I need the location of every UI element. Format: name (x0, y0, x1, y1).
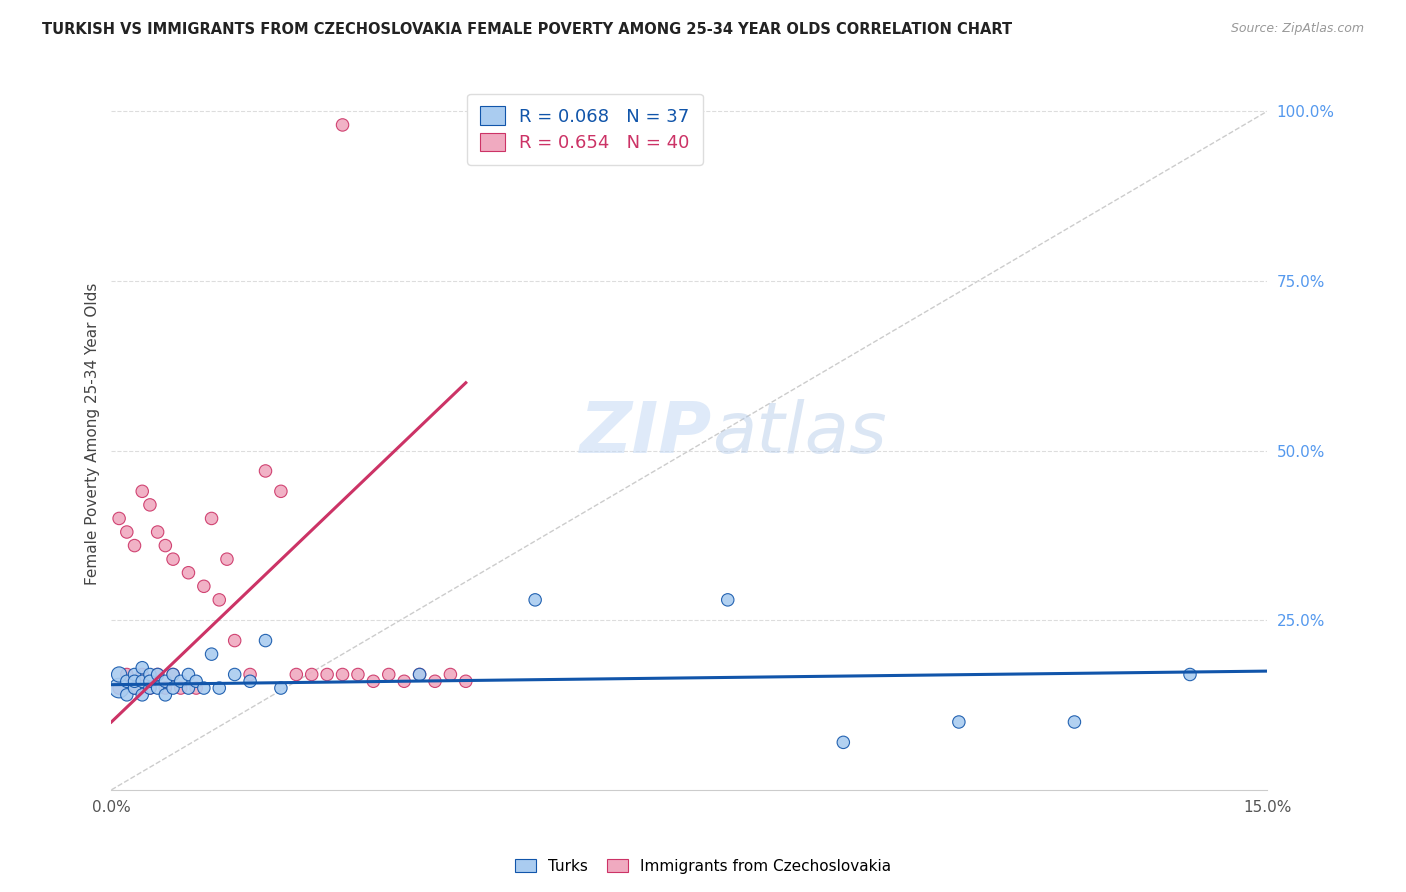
Point (423, 674, 446, 689)
Text: ZIP: ZIP (581, 399, 713, 468)
Point (208, 681, 231, 695)
Point (832, 735, 855, 749)
Point (524, 592, 547, 607)
Point (139, 674, 162, 689)
Point (439, 667, 461, 681)
Point (146, 667, 169, 681)
Point (239, 667, 262, 681)
Point (186, 681, 208, 695)
Point (254, 633, 277, 648)
Point (193, 681, 215, 695)
Point (285, 667, 308, 681)
Point (162, 681, 184, 695)
Point (347, 667, 370, 681)
Point (131, 688, 153, 702)
Point (177, 681, 200, 695)
Point (332, 667, 354, 681)
Point (162, 667, 184, 681)
Point (108, 667, 131, 681)
Point (115, 524, 138, 539)
Point (108, 511, 131, 525)
Point (139, 681, 162, 695)
Point (155, 674, 177, 689)
Point (155, 681, 177, 695)
Point (124, 674, 146, 689)
Point (215, 552, 238, 566)
Point (200, 647, 222, 661)
Point (948, 714, 970, 729)
Point (139, 498, 162, 512)
Legend: Turks, Immigrants from Czechoslovakia: Turks, Immigrants from Czechoslovakia (509, 853, 897, 880)
Point (131, 484, 153, 499)
Point (408, 667, 430, 681)
Point (146, 667, 169, 681)
Point (124, 539, 146, 553)
Point (131, 667, 153, 681)
Point (332, 118, 354, 132)
Point (146, 524, 169, 539)
Point (193, 579, 215, 593)
Point (115, 674, 138, 689)
Point (239, 674, 262, 689)
Point (316, 667, 339, 681)
Text: Source: ZipAtlas.com: Source: ZipAtlas.com (1230, 22, 1364, 36)
Point (131, 674, 153, 689)
Point (124, 681, 146, 695)
Text: TURKISH VS IMMIGRANTS FROM CZECHOSLOVAKIA FEMALE POVERTY AMONG 25-34 YEAR OLDS C: TURKISH VS IMMIGRANTS FROM CZECHOSLOVAKI… (42, 22, 1012, 37)
Point (177, 566, 200, 580)
Point (224, 633, 246, 648)
Point (378, 667, 401, 681)
Point (139, 667, 162, 681)
Point (115, 667, 138, 681)
Point (270, 484, 292, 499)
Point (454, 674, 477, 689)
Point (108, 681, 131, 695)
Point (200, 511, 222, 525)
Point (155, 539, 177, 553)
Point (115, 688, 138, 702)
Point (131, 661, 153, 675)
Point (162, 667, 184, 681)
Point (155, 688, 177, 702)
Point (124, 667, 146, 681)
Text: atlas: atlas (713, 399, 887, 468)
Point (177, 667, 200, 681)
Point (270, 681, 292, 695)
Point (717, 592, 740, 607)
Point (170, 681, 193, 695)
Legend: R = 0.068   N = 37, R = 0.654   N = 40: R = 0.068 N = 37, R = 0.654 N = 40 (467, 94, 703, 165)
Point (108, 681, 131, 695)
Point (162, 552, 184, 566)
Point (124, 681, 146, 695)
Point (139, 681, 162, 695)
Point (146, 681, 169, 695)
Y-axis label: Female Poverty Among 25-34 Year Olds: Female Poverty Among 25-34 Year Olds (86, 283, 100, 585)
Point (224, 667, 246, 681)
Point (208, 592, 231, 607)
Point (363, 674, 385, 689)
Point (392, 674, 415, 689)
Point (1178, 667, 1201, 681)
Point (170, 674, 193, 689)
Point (301, 667, 323, 681)
Point (254, 464, 277, 478)
Point (408, 667, 430, 681)
Point (186, 674, 208, 689)
Point (1063, 714, 1085, 729)
